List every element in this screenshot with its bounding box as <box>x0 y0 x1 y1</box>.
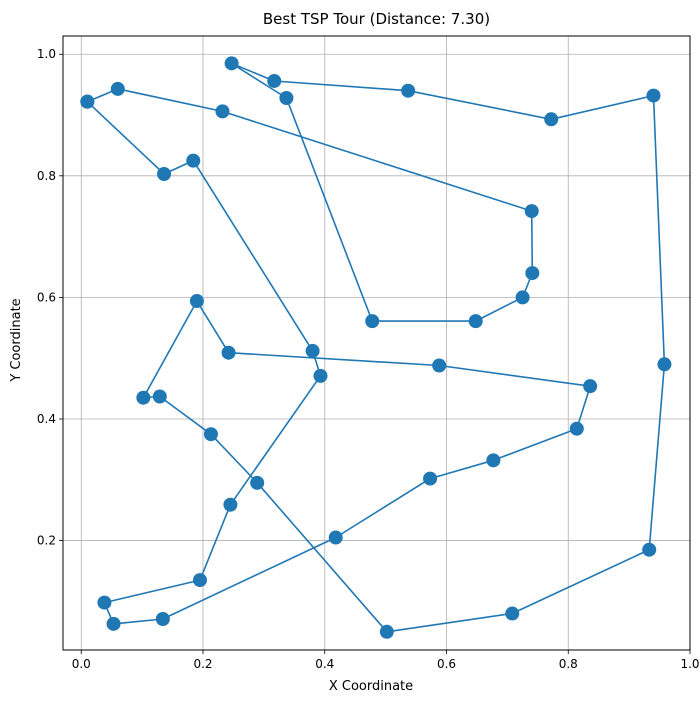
axis-ticks: 0.0 0.2 0.4 0.6 0.8 1.0 0.2 0.4 0.6 0.8 1.0 <box>37 47 699 671</box>
city-point <box>515 290 530 305</box>
tour-cities <box>80 56 672 639</box>
city-point <box>505 606 520 621</box>
city-point <box>313 368 328 383</box>
y-tick-label: 0.8 <box>37 169 56 183</box>
city-point <box>192 573 207 588</box>
city-point <box>583 379 598 394</box>
city-point <box>203 427 218 442</box>
city-point <box>486 453 501 468</box>
city-point <box>106 616 121 631</box>
city-point <box>642 542 657 557</box>
city-point <box>155 611 170 626</box>
city-point <box>524 204 539 219</box>
city-point <box>468 314 483 329</box>
x-tick-label: 0.4 <box>315 657 334 671</box>
city-point <box>97 595 112 610</box>
city-point <box>328 530 343 545</box>
city-point <box>157 166 172 181</box>
city-point <box>223 497 238 512</box>
city-point <box>525 266 540 281</box>
city-point <box>267 73 282 88</box>
y-tick-label: 0.2 <box>37 534 56 548</box>
city-point <box>646 88 661 103</box>
x-tick-label: 0.0 <box>72 657 91 671</box>
city-point <box>189 294 204 309</box>
city-point <box>80 94 95 109</box>
y-tick-label: 0.6 <box>37 290 56 304</box>
city-point <box>110 81 125 96</box>
city-point <box>305 343 320 358</box>
city-point <box>279 91 294 106</box>
city-point <box>379 624 394 639</box>
grid <box>63 36 691 650</box>
city-point <box>569 421 584 436</box>
city-point <box>250 475 265 490</box>
y-axis-label: Y Coordinate <box>9 298 24 382</box>
city-point <box>215 104 230 119</box>
city-point <box>152 389 167 404</box>
x-tick-label: 0.2 <box>193 657 212 671</box>
city-point <box>432 358 447 373</box>
city-point <box>423 471 438 486</box>
city-point <box>224 56 239 71</box>
x-tick-label: 0.6 <box>437 657 456 671</box>
y-tick-label: 0.4 <box>37 412 56 426</box>
city-point <box>401 83 416 98</box>
x-tick-label: 1.0 <box>680 657 699 671</box>
city-point <box>544 112 559 127</box>
city-point <box>186 153 201 168</box>
city-point <box>136 390 151 405</box>
city-point <box>221 345 236 360</box>
tour-route-line <box>86 62 666 633</box>
city-point <box>657 357 672 372</box>
tour-route <box>86 62 666 633</box>
chart-title: Best TSP Tour (Distance: 7.30) <box>263 10 490 28</box>
x-tick-label: 0.8 <box>559 657 578 671</box>
y-tick-label: 1.0 <box>37 47 56 61</box>
city-point <box>365 314 380 329</box>
plot-frame <box>62 35 691 651</box>
x-axis-label: X Coordinate <box>329 679 413 694</box>
